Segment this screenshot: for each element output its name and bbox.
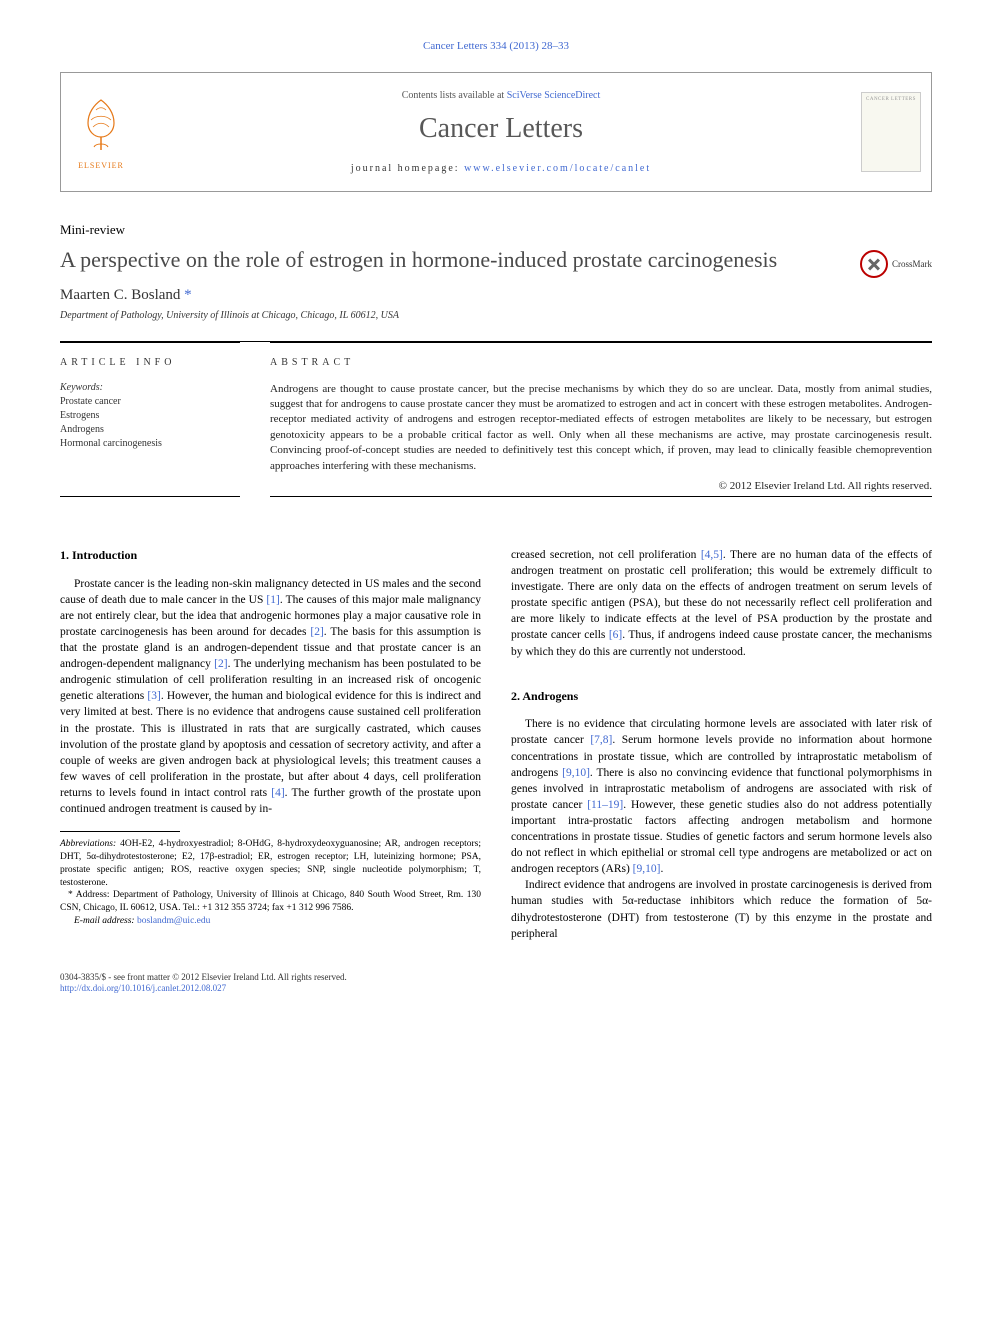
header-center: Contents lists available at SciVerse Sci… [141,90,861,174]
email-label: E-mail address: [74,916,137,926]
abstract-text: Androgens are thought to cause prostate … [270,382,932,474]
info-abstract-row: article info Keywords: Prostate cancer E… [60,342,932,492]
ref-link[interactable]: [4] [271,787,284,799]
doi-link[interactable]: http://dx.doi.org/10.1016/j.canlet.2012.… [60,983,226,993]
section-heading: 1. Introduction [60,547,481,564]
address-text: Address: Department of Pathology, Univer… [60,890,481,913]
sciencedirect-link[interactable]: SciVerse ScienceDirect [507,90,601,101]
ref-link[interactable]: [11–19] [587,799,623,811]
abbrev-text: 4OH-E2, 4-hydroxyestradiol; 8-OHdG, 8-hy… [60,839,481,887]
abstract-col: abstract Androgens are thought to cause … [270,342,932,492]
article-info-col: article info Keywords: Prostate cancer E… [60,342,240,492]
footnote-rule [60,831,180,832]
ref-link[interactable]: [6] [609,629,622,641]
front-matter-line: 0304-3835/$ - see front matter © 2012 El… [60,972,932,984]
corresponding-marker[interactable]: * [184,287,192,303]
elsevier-tree-icon [76,95,126,155]
ref-link[interactable]: [7,8] [590,734,612,746]
keyword: Estrogens [60,409,240,423]
keywords-label: Keywords: [60,382,240,393]
citation-link[interactable]: Cancer Letters 334 (2013) 28–33 [423,40,569,52]
title-row: A perspective on the role of estrogen in… [60,246,932,287]
body-paragraph: There is no evidence that circulating ho… [511,716,932,877]
journal-title: Cancer Letters [141,113,861,145]
ref-link[interactable]: [4,5] [701,549,723,561]
abbreviations-footnote: Abbreviations: 4OH-E2, 4-hydroxyestradio… [60,838,481,889]
ref-link[interactable]: [9,10] [562,767,590,779]
body-paragraph: Indirect evidence that androgens are inv… [511,877,932,941]
body-paragraph: creased secretion, not cell proliferatio… [511,547,932,660]
email-footnote: E-mail address: boslandm@uic.edu [60,915,481,928]
keyword: Hormonal carcinogenesis [60,437,240,451]
abstract-header: abstract [270,357,932,368]
ref-link[interactable]: [2] [214,658,227,670]
section-heading: 2. Androgens [511,688,932,705]
keyword: Prostate cancer [60,395,240,409]
homepage-link[interactable]: www.elsevier.com/locate/canlet [464,163,651,174]
article-type: Mini-review [60,222,932,238]
page: Cancer Letters 334 (2013) 28–33 ELSEVIER… [0,0,992,1025]
contents-line: Contents lists available at SciVerse Sci… [141,90,861,101]
body-columns: 1. Introduction Prostate cancer is the l… [60,547,932,942]
contents-prefix: Contents lists available at [402,90,507,101]
author-name: Maarten C. Bosland [60,287,180,303]
info-abstract-bottom-rules [60,496,932,497]
keyword: Androgens [60,423,240,437]
crossmark-badge[interactable]: CrossMark [860,250,932,278]
elsevier-logo: ELSEVIER [61,95,141,170]
citation-top: Cancer Letters 334 (2013) 28–33 [60,40,932,52]
ref-link[interactable]: [3] [147,690,160,702]
crossmark-label: CrossMark [892,259,932,269]
body-paragraph: Prostate cancer is the leading non-skin … [60,576,481,817]
homepage-prefix: journal homepage: [351,163,464,174]
elsevier-label: ELSEVIER [71,161,131,170]
ref-link[interactable]: [1] [266,594,279,606]
rule [270,496,932,497]
affiliation: Department of Pathology, University of I… [60,310,932,321]
journal-cover-thumb: CANCER LETTERS [861,92,921,172]
cover-label: CANCER LETTERS [866,97,916,102]
email-link[interactable]: boslandm@uic.edu [137,916,210,926]
abbrev-label: Abbreviations: [60,839,116,849]
bottom-meta: 0304-3835/$ - see front matter © 2012 El… [60,972,932,995]
ref-link[interactable]: [9,10] [633,863,661,875]
body-col-right: creased secretion, not cell proliferatio… [511,547,932,942]
ref-link[interactable]: [2] [310,626,323,638]
abstract-copyright: © 2012 Elsevier Ireland Ltd. All rights … [270,480,932,492]
address-footnote: * Address: Department of Pathology, Univ… [60,889,481,915]
journal-header-box: ELSEVIER Contents lists available at Sci… [60,72,932,192]
body-col-left: 1. Introduction Prostate cancer is the l… [60,547,481,942]
article-title: A perspective on the role of estrogen in… [60,246,840,275]
crossmark-icon [860,250,888,278]
journal-homepage: journal homepage: www.elsevier.com/locat… [141,163,861,174]
rule [60,496,240,497]
author-line: Maarten C. Bosland * [60,287,932,304]
article-info-header: article info [60,357,240,368]
